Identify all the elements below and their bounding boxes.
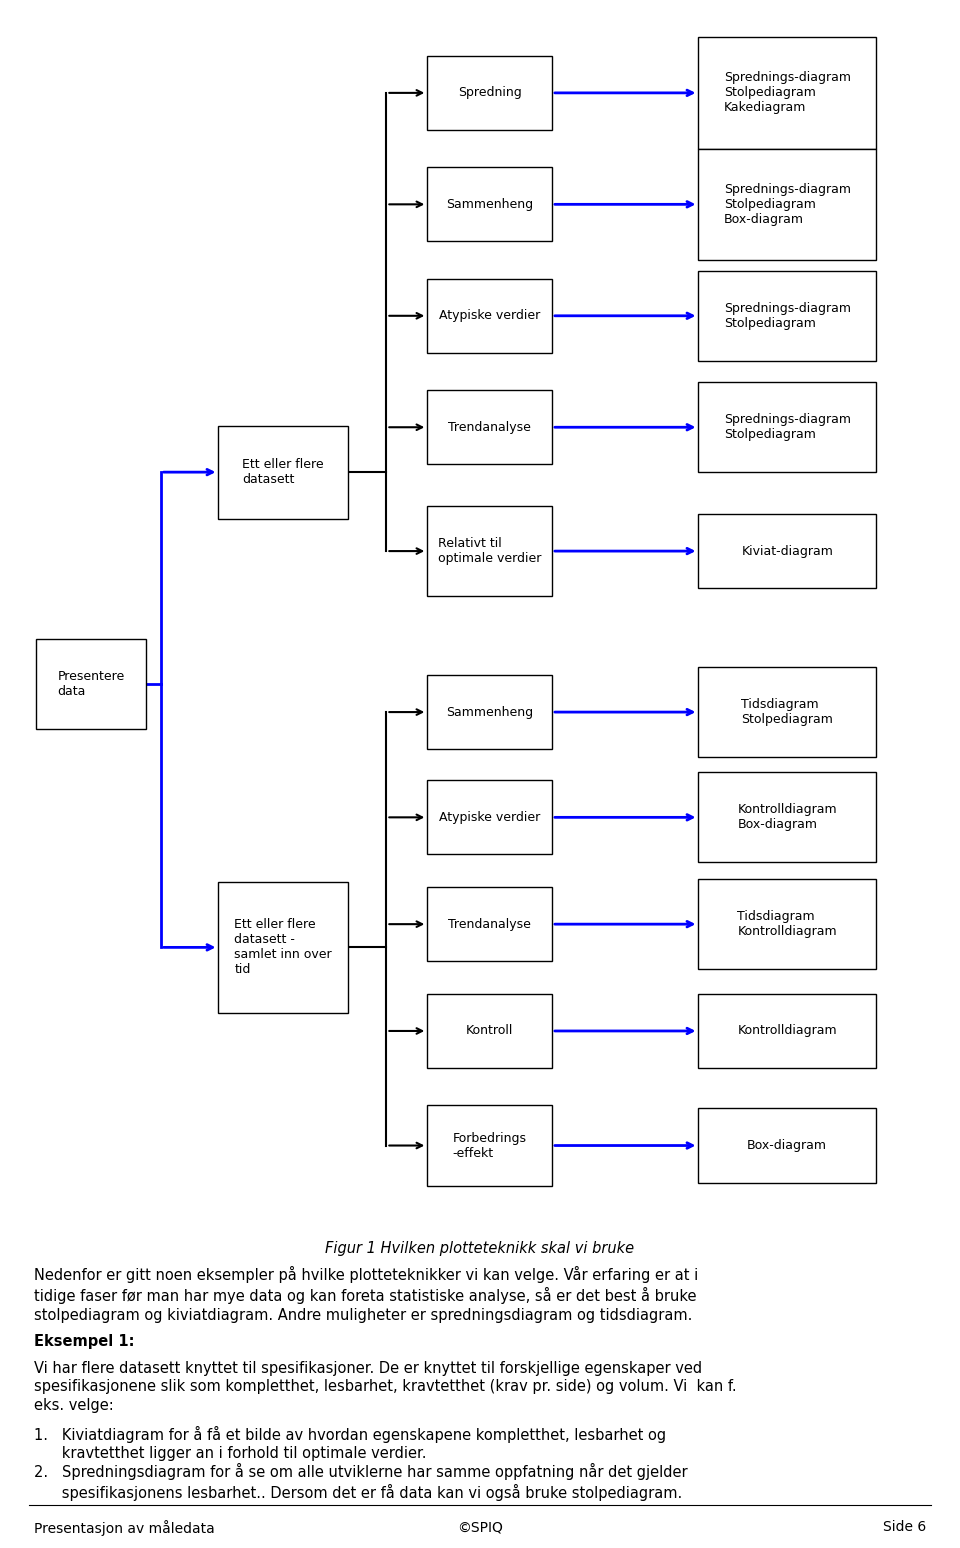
FancyBboxPatch shape bbox=[698, 1108, 876, 1183]
FancyBboxPatch shape bbox=[427, 1105, 552, 1186]
Text: Box-diagram: Box-diagram bbox=[747, 1139, 828, 1152]
Text: Relativt til
optimale verdier: Relativt til optimale verdier bbox=[438, 537, 541, 565]
Text: Sprednings-diagram
Stolpediagram
Kakediagram: Sprednings-diagram Stolpediagram Kakedia… bbox=[724, 71, 851, 115]
FancyBboxPatch shape bbox=[218, 881, 348, 1012]
FancyBboxPatch shape bbox=[218, 426, 348, 519]
Text: Sammenheng: Sammenheng bbox=[446, 198, 533, 211]
FancyBboxPatch shape bbox=[698, 271, 876, 361]
Text: Atypiske verdier: Atypiske verdier bbox=[439, 811, 540, 824]
Text: Side 6: Side 6 bbox=[883, 1520, 926, 1534]
FancyBboxPatch shape bbox=[698, 382, 876, 472]
Text: Nedenfor er gitt noen eksempler på hvilke plotteteknikker vi kan velge. Vår erfa: Nedenfor er gitt noen eksempler på hvilk… bbox=[34, 1266, 698, 1324]
FancyBboxPatch shape bbox=[427, 675, 552, 749]
Text: 2.   Spredningsdiagram for å se om alle utviklerne har samme oppfatning når det : 2. Spredningsdiagram for å se om alle ut… bbox=[34, 1463, 687, 1502]
Text: Atypiske verdier: Atypiske verdier bbox=[439, 310, 540, 322]
FancyBboxPatch shape bbox=[427, 167, 552, 241]
FancyBboxPatch shape bbox=[698, 667, 876, 757]
Text: Eksempel 1:: Eksempel 1: bbox=[34, 1334, 134, 1350]
Text: 1.   Kiviatdiagram for å få et bilde av hvordan egenskapene kompletthet, lesbarh: 1. Kiviatdiagram for å få et bilde av hv… bbox=[34, 1426, 665, 1461]
FancyBboxPatch shape bbox=[427, 780, 552, 854]
Text: Tidsdiagram
Stolpediagram: Tidsdiagram Stolpediagram bbox=[741, 698, 833, 726]
Text: Ett eller flere
datasett -
samlet inn over
tid: Ett eller flere datasett - samlet inn ov… bbox=[234, 918, 332, 977]
FancyBboxPatch shape bbox=[36, 639, 146, 729]
Text: Trendanalyse: Trendanalyse bbox=[448, 421, 531, 433]
FancyBboxPatch shape bbox=[427, 390, 552, 464]
Text: Spredning: Spredning bbox=[458, 87, 521, 99]
FancyBboxPatch shape bbox=[427, 56, 552, 130]
Text: Ett eller flere
datasett: Ett eller flere datasett bbox=[242, 458, 324, 486]
FancyBboxPatch shape bbox=[698, 772, 876, 862]
Text: Sammenheng: Sammenheng bbox=[446, 706, 533, 718]
FancyBboxPatch shape bbox=[427, 279, 552, 353]
FancyBboxPatch shape bbox=[698, 514, 876, 588]
Text: Trendanalyse: Trendanalyse bbox=[448, 918, 531, 930]
Text: Kontrolldiagram: Kontrolldiagram bbox=[737, 1025, 837, 1037]
Text: Sprednings-diagram
Stolpediagram
Box-diagram: Sprednings-diagram Stolpediagram Box-dia… bbox=[724, 183, 851, 226]
Text: Kiviat-diagram: Kiviat-diagram bbox=[741, 545, 833, 557]
FancyBboxPatch shape bbox=[427, 887, 552, 961]
Text: Kontrolldiagram
Box-diagram: Kontrolldiagram Box-diagram bbox=[737, 803, 837, 831]
Text: Forbedrings
-effekt: Forbedrings -effekt bbox=[452, 1132, 527, 1159]
Text: ©SPIQ: ©SPIQ bbox=[457, 1520, 503, 1534]
FancyBboxPatch shape bbox=[698, 994, 876, 1068]
FancyBboxPatch shape bbox=[698, 149, 876, 260]
FancyBboxPatch shape bbox=[698, 879, 876, 969]
Text: Vi har flere datasett knyttet til spesifikasjoner. De er knyttet til forskjellig: Vi har flere datasett knyttet til spesif… bbox=[34, 1361, 736, 1413]
FancyBboxPatch shape bbox=[427, 506, 552, 596]
Text: Presentasjon av måledata: Presentasjon av måledata bbox=[34, 1520, 214, 1536]
FancyBboxPatch shape bbox=[698, 37, 876, 149]
Text: Tidsdiagram
Kontrolldiagram: Tidsdiagram Kontrolldiagram bbox=[737, 910, 837, 938]
Text: Sprednings-diagram
Stolpediagram: Sprednings-diagram Stolpediagram bbox=[724, 302, 851, 330]
Text: Sprednings-diagram
Stolpediagram: Sprednings-diagram Stolpediagram bbox=[724, 413, 851, 441]
FancyBboxPatch shape bbox=[427, 994, 552, 1068]
Text: Presentere
data: Presentere data bbox=[58, 670, 125, 698]
Text: Figur 1 Hvilken plotteteknikk skal vi bruke: Figur 1 Hvilken plotteteknikk skal vi br… bbox=[325, 1241, 635, 1257]
Text: Kontroll: Kontroll bbox=[466, 1025, 514, 1037]
